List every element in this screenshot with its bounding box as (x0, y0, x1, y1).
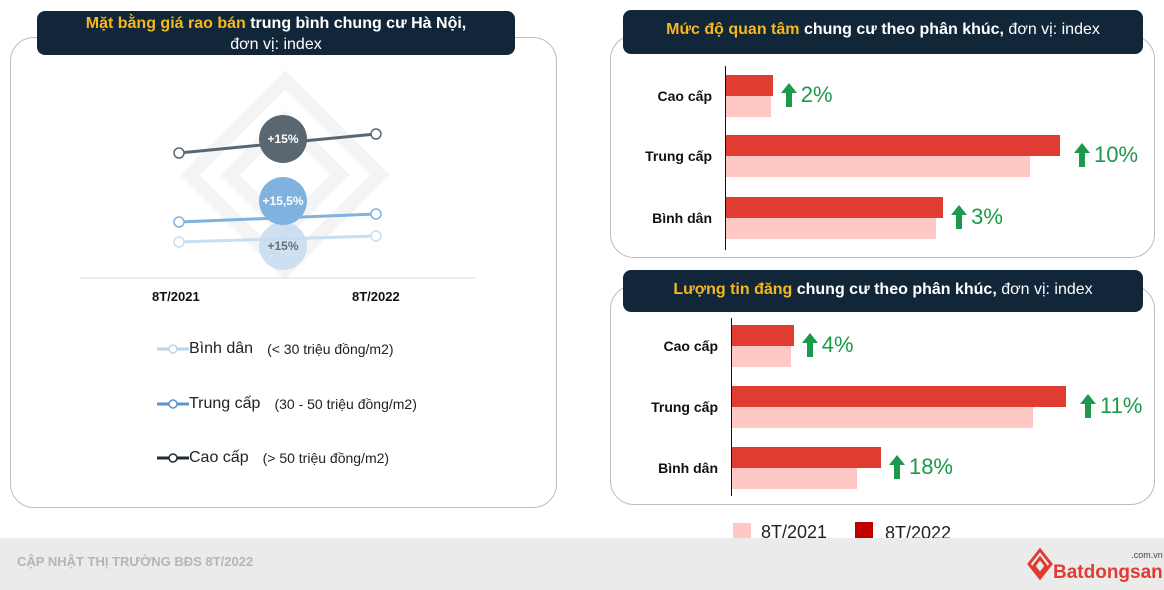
change-label: 2% (780, 82, 833, 108)
title-highlight: Mặt bằng giá rao bán (85, 15, 246, 32)
legend-range: (> 50 triệu đồng/m2) (262, 450, 390, 466)
up-arrow-icon (801, 333, 818, 357)
change-value: 10% (1094, 142, 1139, 167)
house-logo-icon (1027, 548, 1053, 581)
data-point (370, 208, 382, 220)
legend-binh-dan: Bình dân (< 30 triệu đồng/m2) (157, 340, 394, 358)
bar-8T/2021 (726, 218, 937, 239)
footer-text: CẬP NHẬT THỊ TRƯỜNG BĐS 8T/2022 (17, 554, 254, 569)
category-label: Trung cấp (645, 148, 712, 164)
change-bubble: +15% (259, 115, 307, 163)
bar-8T/2021 (732, 407, 1033, 428)
title-highlight: Lượng tin đăng (673, 281, 793, 298)
change-value: 3% (971, 204, 1003, 229)
up-arrow-icon (1074, 143, 1090, 167)
change-bubble: +15% (259, 222, 307, 270)
up-arrow-icon (1080, 394, 1096, 418)
title-unit: đơn vị: index (996, 281, 1093, 298)
interest-panel-title: Mức độ quan tâm chung cư theo phân khúc,… (623, 10, 1143, 54)
listings-panel-title: Lượng tin đăng chung cư theo phân khúc, … (623, 270, 1143, 312)
legend-label: Cao cấp (189, 449, 249, 466)
bar-8T/2021 (732, 468, 857, 489)
x-label-2021: 8T/2021 (152, 289, 200, 304)
bar-8T/2022 (732, 386, 1066, 407)
swatch-2021 (733, 522, 751, 543)
legend-label: Trung cấp (189, 395, 261, 412)
bar-8T/2022 (726, 75, 773, 96)
change-value: 2% (800, 82, 833, 107)
legend-label: 8T/2022 (885, 522, 952, 543)
change-label: 18% (888, 454, 953, 480)
title-rest: chung cư theo phân khúc, (792, 281, 997, 298)
bar-8T/2022 (726, 197, 944, 218)
title-highlight: Mức độ quan tâm (666, 21, 800, 38)
change-value: 18% (908, 454, 953, 479)
up-arrow-icon (780, 83, 797, 107)
change-value: 11% (1100, 393, 1143, 418)
category-label: Bình dân (658, 460, 718, 476)
brand-logo: .com.vn Batdongsan (1027, 548, 1163, 584)
legend-label: Bình dân (189, 340, 254, 357)
bar-8T/2021 (732, 346, 792, 367)
category-label: Cao cấp (663, 338, 718, 354)
line-marker-icon (157, 344, 189, 354)
footer: CẬP NHẬT THỊ TRƯỜNG BĐS 8T/2022 .com.vn … (0, 538, 1164, 590)
x-label-2022: 8T/2022 (352, 289, 400, 304)
title-unit: đơn vị: index (1003, 21, 1100, 38)
data-point (173, 147, 185, 159)
data-point (173, 216, 185, 228)
change-bubble: +15,5% (259, 177, 307, 225)
up-arrow-icon (951, 205, 968, 229)
legend-range: (30 - 50 triệu đồng/m2) (274, 396, 417, 412)
brand-suffix: .com.vn (1131, 550, 1163, 560)
line-marker-icon (157, 399, 189, 409)
bar-8T/2022 (732, 325, 794, 346)
change-label: 11% (1080, 393, 1142, 419)
change-label: 3% (951, 204, 1003, 230)
bar-8T/2021 (726, 96, 772, 117)
change-value: 4% (821, 332, 854, 357)
line-marker-icon (157, 453, 189, 463)
bar-axis (725, 66, 726, 250)
title-rest: chung cư theo phân khúc, (799, 21, 1004, 38)
data-point (370, 230, 382, 242)
legend-label: 8T/2021 (761, 522, 828, 542)
data-point (370, 128, 382, 140)
legend-cao-cap: Cao cấp (> 50 triệu đồng/m2) (157, 449, 389, 467)
category-label: Trung cấp (651, 399, 718, 415)
data-point (173, 236, 185, 248)
legend-range: (< 30 triệu đồng/m2) (267, 341, 394, 357)
price-panel-title: Mặt bằng giá rao bán trung bình chung cư… (37, 11, 515, 55)
brand-name: Batdongsan (1053, 562, 1163, 583)
change-label: 10% (1074, 142, 1138, 168)
up-arrow-icon (888, 455, 905, 479)
legend-trung-cap: Trung cấp (30 - 50 triệu đồng/m2) (157, 395, 417, 413)
category-label: Cao cấp (657, 88, 712, 104)
category-label: Bình dân (652, 210, 712, 226)
title-unit: đơn vị: index (230, 36, 322, 53)
change-label: 4% (801, 332, 854, 358)
bar-axis (731, 318, 732, 496)
bar-legend-2021: 8T/2021 (733, 522, 827, 543)
bar-8T/2022 (732, 447, 881, 468)
title-rest: trung bình chung cư Hà Nội, (245, 15, 467, 32)
bar-8T/2022 (726, 135, 1060, 156)
bar-8T/2021 (726, 156, 1030, 177)
